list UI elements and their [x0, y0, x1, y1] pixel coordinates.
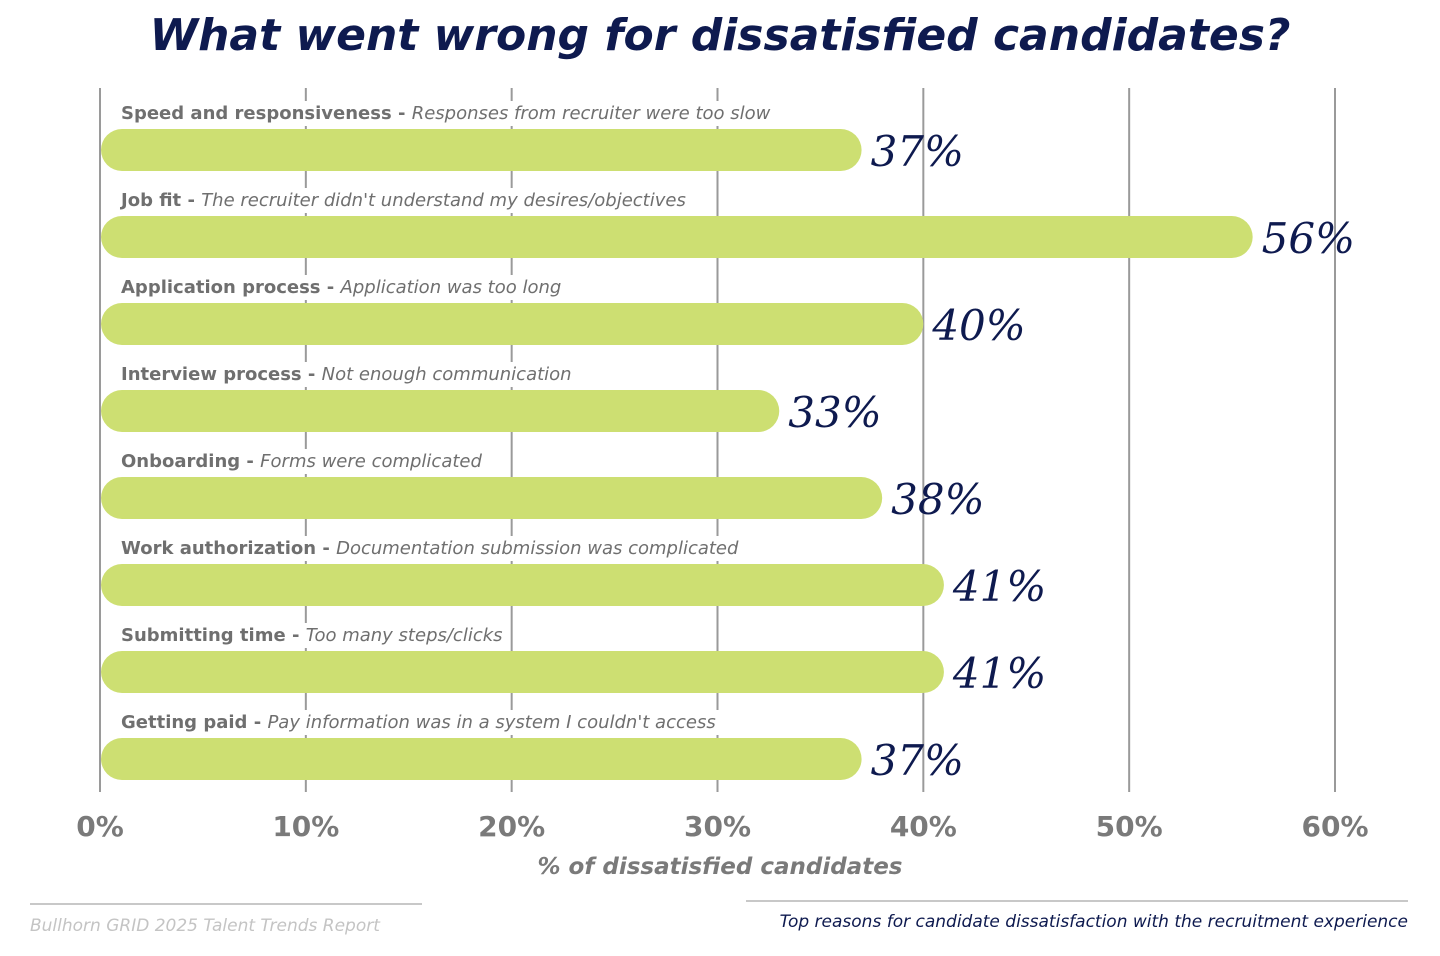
bar — [101, 564, 944, 606]
category-label: Submitting time - Too many steps/clicks — [121, 625, 503, 646]
bar-row: Speed and responsiveness - Responses fro… — [101, 101, 964, 176]
category-label: Application process - Application was to… — [121, 277, 561, 298]
category-detail: Too many steps/clicks — [306, 625, 503, 646]
category-separator: - — [316, 538, 336, 559]
category-name: Work authorization — [121, 538, 316, 559]
bar-row: Getting paid - Pay information was in a … — [101, 710, 964, 785]
bar-row: Work authorization - Documentation submi… — [101, 536, 1046, 611]
category-separator: - — [181, 190, 201, 211]
label-backdrop — [117, 623, 507, 648]
bar — [101, 303, 924, 345]
bar — [101, 390, 780, 432]
label-backdrop — [117, 101, 775, 126]
bar-rows: Speed and responsiveness - Responses fro… — [101, 101, 1355, 785]
bar — [101, 738, 862, 780]
category-detail: Application was too long — [340, 277, 562, 298]
category-separator: - — [247, 712, 267, 733]
category-separator: - — [321, 277, 341, 298]
category-detail: Responses from recruiter were too slow — [412, 103, 771, 124]
value-label: 56% — [1262, 214, 1355, 263]
chart-title: What went wrong for dissatisfied candida… — [150, 10, 1291, 61]
label-backdrop — [117, 275, 566, 300]
label-backdrop — [115, 188, 690, 213]
bar — [101, 477, 883, 519]
label-backdrop — [117, 536, 744, 561]
bar-row: Job fit - The recruiter didn't understan… — [101, 188, 1355, 263]
label-backdrop — [117, 449, 487, 474]
category-separator: - — [240, 451, 260, 472]
category-name: Interview process — [121, 364, 302, 385]
category-label: Work authorization - Documentation submi… — [121, 538, 739, 559]
category-detail: Pay information was in a system I couldn… — [267, 712, 715, 733]
bar — [101, 651, 944, 693]
category-name: Onboarding — [121, 451, 240, 472]
category-separator: - — [392, 103, 412, 124]
category-detail: The recruiter didn't understand my desir… — [201, 190, 686, 211]
x-axis-label: % of dissatisfied candidates — [537, 854, 902, 880]
category-name: Submitting time — [121, 625, 286, 646]
category-name: Speed and responsiveness — [121, 103, 392, 124]
x-tick-label: 0% — [76, 810, 124, 843]
category-label: Interview process - Not enough communica… — [121, 364, 572, 385]
x-tick-label: 40% — [890, 810, 957, 843]
source-text: Bullhorn GRID 2025 Talent Trends Report — [30, 916, 381, 936]
x-tick-label: 30% — [684, 810, 751, 843]
x-tick-label: 10% — [272, 810, 339, 843]
category-detail: Not enough communication — [322, 364, 572, 385]
bar-row: Onboarding - Forms were complicated 38% — [101, 449, 985, 524]
value-label: 38% — [891, 475, 984, 524]
bar-row: Interview process - Not enough communica… — [101, 362, 882, 437]
category-name: Job fit — [119, 190, 182, 211]
x-tick-label: 60% — [1301, 810, 1368, 843]
category-name: Getting paid — [121, 712, 247, 733]
category-label: Job fit - The recruiter didn't understan… — [119, 190, 686, 211]
x-axis-ticks: 0% 10% 20% 30% 40% 50% 60% — [76, 810, 1368, 843]
value-label: 37% — [871, 127, 964, 176]
category-separator: - — [286, 625, 306, 646]
x-tick-label: 50% — [1096, 810, 1163, 843]
label-backdrop — [117, 710, 720, 735]
category-detail: Forms were complicated — [260, 451, 482, 472]
category-label: Onboarding - Forms were complicated — [121, 451, 482, 472]
value-label: 40% — [931, 301, 1025, 350]
category-name: Application process — [121, 277, 321, 298]
category-label: Getting paid - Pay information was in a … — [121, 712, 716, 733]
value-label: 33% — [788, 388, 881, 437]
value-label: 41% — [952, 649, 1046, 698]
label-backdrop — [117, 362, 576, 387]
category-label: Speed and responsiveness - Responses fro… — [121, 103, 771, 124]
value-label: 41% — [952, 562, 1046, 611]
caption-text: Top reasons for candidate dissatisfactio… — [780, 912, 1408, 932]
bar-row: Application process - Application was to… — [101, 275, 1026, 350]
bar-row: Submitting time - Too many steps/clicks 4… — [101, 623, 1046, 698]
bar — [101, 129, 862, 171]
x-tick-label: 20% — [478, 810, 545, 843]
bar — [101, 216, 1253, 258]
category-detail: Documentation submission was complicated — [336, 538, 739, 559]
category-separator: - — [302, 364, 322, 385]
value-label: 37% — [871, 736, 964, 785]
